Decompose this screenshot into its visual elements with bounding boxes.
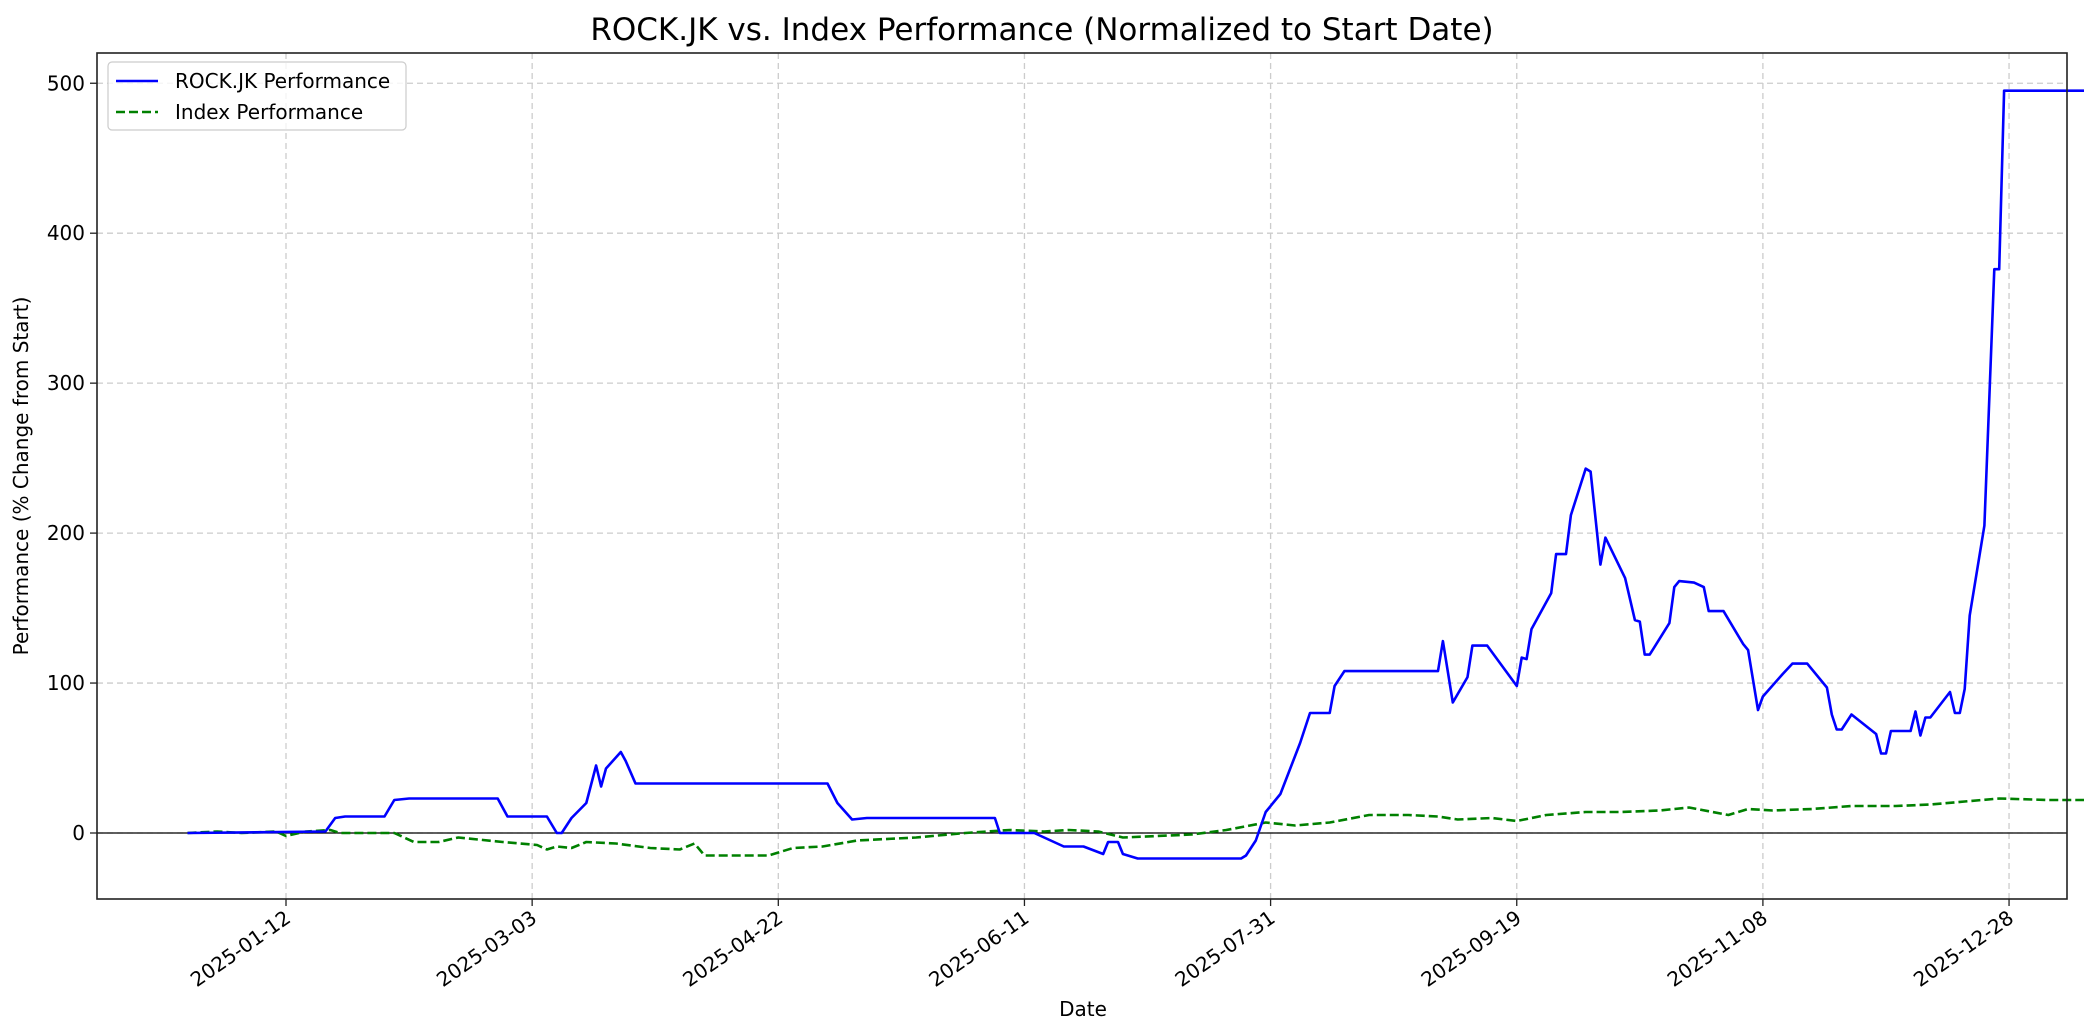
y-axis-ticks: 0 100 200 300 400 500 [47, 71, 97, 845]
y-tick-label: 300 [47, 371, 85, 395]
y-tick-label: 500 [47, 71, 85, 95]
x-axis-label: Date [1059, 997, 1107, 1021]
legend-label-index: Index Performance [175, 100, 363, 124]
y-tick-label: 100 [47, 671, 85, 695]
series-layer [97, 89, 2084, 860]
rock-performance-line [187, 89, 2084, 860]
y-tick-label: 0 [72, 821, 85, 845]
y-tick-label: 200 [47, 521, 85, 545]
y-axis-label: Performance (% Change from Start) [9, 297, 33, 656]
legend-box [107, 61, 407, 131]
legend: ROCK.JK Performance Index Performance [107, 61, 407, 131]
plot-frame [96, 52, 2068, 900]
legend-label-rock: ROCK.JK Performance [175, 69, 390, 93]
chart-title: ROCK.JK vs. Index Performance (Normalize… [590, 12, 1493, 48]
y-tick-label: 400 [47, 221, 85, 245]
index-performance-line [187, 797, 2084, 857]
